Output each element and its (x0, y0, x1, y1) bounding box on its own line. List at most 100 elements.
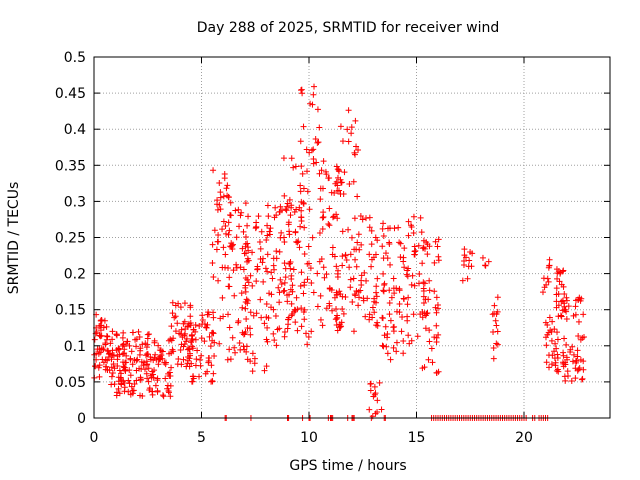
data-point (494, 328, 501, 335)
data-point (401, 245, 408, 252)
data-point (435, 257, 442, 264)
data-point (155, 342, 162, 349)
data-point (184, 360, 191, 367)
data-point (261, 367, 268, 374)
data-point (554, 275, 561, 282)
data-point (241, 330, 248, 337)
data-point (180, 356, 187, 363)
data-point (347, 284, 354, 291)
data-point (95, 350, 102, 357)
data-point (339, 228, 346, 235)
data-point (374, 237, 381, 244)
data-point (114, 353, 121, 360)
data-point (408, 281, 415, 288)
data-point (479, 254, 486, 261)
data-point (557, 312, 564, 319)
data-point (222, 251, 229, 258)
data-point (196, 322, 203, 329)
data-point (373, 289, 380, 296)
data-point (345, 226, 352, 233)
data-point (386, 311, 393, 318)
data-point (293, 238, 300, 245)
data-point (128, 383, 135, 390)
data-point (287, 265, 294, 272)
data-point (304, 276, 311, 283)
data-point (244, 300, 251, 307)
data-point (97, 333, 104, 340)
data-point (151, 339, 158, 346)
data-point (563, 316, 570, 323)
data-point (277, 276, 284, 283)
data-point (353, 143, 360, 150)
data-point (554, 354, 561, 361)
data-point (159, 392, 166, 399)
data-point (162, 359, 169, 366)
data-point (548, 328, 555, 335)
data-point (346, 181, 353, 188)
data-point (102, 341, 109, 348)
data-point (431, 259, 438, 266)
data-point (266, 228, 273, 235)
data-point (329, 244, 336, 251)
data-point (316, 230, 323, 237)
data-point (301, 224, 308, 231)
data-point (338, 323, 345, 330)
data-point (549, 318, 556, 325)
data-point (171, 314, 178, 321)
data-point (334, 215, 341, 222)
data-point (145, 365, 152, 372)
data-point (562, 361, 569, 368)
data-point (213, 246, 220, 253)
data-point (420, 279, 427, 286)
data-point (238, 290, 245, 297)
data-point (320, 213, 327, 220)
data-point (121, 346, 128, 353)
data-point (165, 389, 172, 396)
data-point (396, 300, 403, 307)
data-point (286, 196, 293, 203)
data-point (204, 321, 211, 328)
data-point (297, 182, 304, 189)
data-point (307, 265, 314, 272)
data-point (353, 263, 360, 270)
data-point (168, 323, 175, 330)
data-point (169, 310, 176, 317)
data-point (209, 378, 216, 385)
data-point (366, 316, 373, 323)
data-point (334, 187, 341, 194)
x-tick-label: 0 (90, 430, 99, 446)
data-point (374, 397, 381, 404)
data-point (247, 358, 254, 365)
data-point (198, 335, 205, 342)
data-point (426, 338, 433, 345)
data-point (185, 353, 192, 360)
data-point (264, 222, 271, 229)
data-point (366, 251, 373, 258)
data-point (580, 358, 587, 365)
chart-title: Day 288 of 2025, SRMTID for receiver win… (197, 20, 500, 36)
data-point (96, 362, 103, 369)
data-point (344, 126, 351, 133)
data-point (193, 356, 200, 363)
data-point (157, 355, 164, 362)
data-point (575, 333, 582, 340)
data-point (294, 327, 301, 334)
data-point (109, 369, 116, 376)
data-point (563, 294, 570, 301)
data-point (360, 297, 367, 304)
data-point (129, 361, 136, 368)
data-point (227, 199, 234, 206)
y-tick-label: 0.25 (55, 231, 86, 247)
data-point (366, 406, 373, 413)
data-point (281, 287, 288, 294)
data-point (543, 342, 550, 349)
data-point (570, 312, 577, 319)
data-point (410, 311, 417, 318)
data-point (176, 330, 183, 337)
data-point (239, 304, 246, 311)
data-point (276, 248, 283, 255)
data-point (282, 274, 289, 281)
data-point (371, 298, 378, 305)
data-point (558, 281, 565, 288)
data-point (558, 313, 565, 320)
